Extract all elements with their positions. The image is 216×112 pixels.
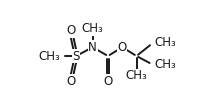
Text: CH₃: CH₃	[82, 22, 103, 35]
Text: CH₃: CH₃	[154, 58, 176, 71]
Text: S: S	[73, 50, 80, 62]
Text: CH₃: CH₃	[38, 50, 60, 62]
Text: O: O	[66, 75, 75, 88]
Text: O: O	[103, 75, 113, 88]
Text: O: O	[66, 24, 75, 37]
Text: N: N	[88, 41, 97, 54]
Text: CH₃: CH₃	[126, 69, 147, 82]
Text: O: O	[118, 41, 127, 54]
Text: CH₃: CH₃	[154, 36, 176, 49]
